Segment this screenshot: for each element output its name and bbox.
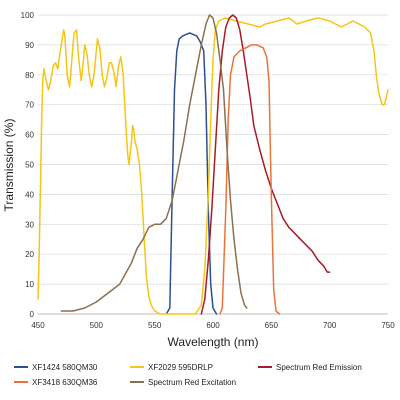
x-tick-label: 750 (381, 321, 395, 330)
y-tick-label: 70 (25, 101, 34, 110)
y-axis-title: Transmission (%) (2, 119, 16, 212)
x-tick-label: 700 (323, 321, 337, 330)
legend-label: XF3418 630QM36 (32, 378, 98, 387)
y-tick-label: 100 (21, 11, 35, 20)
y-tick-label: 90 (25, 41, 34, 50)
legend-label: Spectrum Red Emission (276, 363, 362, 372)
y-tick-label: 20 (25, 250, 34, 259)
y-tick-label: 40 (25, 190, 34, 199)
series-line-5 (60, 14, 248, 312)
gridlines (38, 14, 388, 285)
x-tick-label: 450 (31, 321, 45, 330)
x-tick-label: 550 (148, 321, 162, 330)
y-tick-label: 10 (25, 280, 34, 289)
y-tick-label: 80 (25, 71, 34, 80)
x-tick-label: 600 (206, 321, 220, 330)
legend: XF1424 580QM30 XF2029 595DRLP Spectrum Red… (14, 363, 362, 387)
y-tick-label: 30 (25, 220, 34, 229)
tick-labels: 0 10 20 30 40 50 60 70 80 90 100 450 500 550 600 650 700… (21, 11, 396, 330)
series-lines (37, 14, 389, 315)
legend-label: XF2029 595DRLP (148, 363, 213, 372)
y-tick-label: 50 (25, 161, 34, 170)
x-tick-label: 650 (265, 321, 279, 330)
y-tick-label: 60 (25, 131, 34, 140)
series-line-3 (200, 14, 331, 315)
x-axis-title: Wavelength (nm) (168, 335, 259, 349)
legend-label: XF1424 580QM30 (32, 363, 98, 372)
y-tick-label: 0 (30, 310, 35, 319)
series-line-2 (37, 17, 389, 315)
x-tick-label: 500 (90, 321, 104, 330)
legend-label: Spectrum Red Excitation (148, 378, 236, 387)
